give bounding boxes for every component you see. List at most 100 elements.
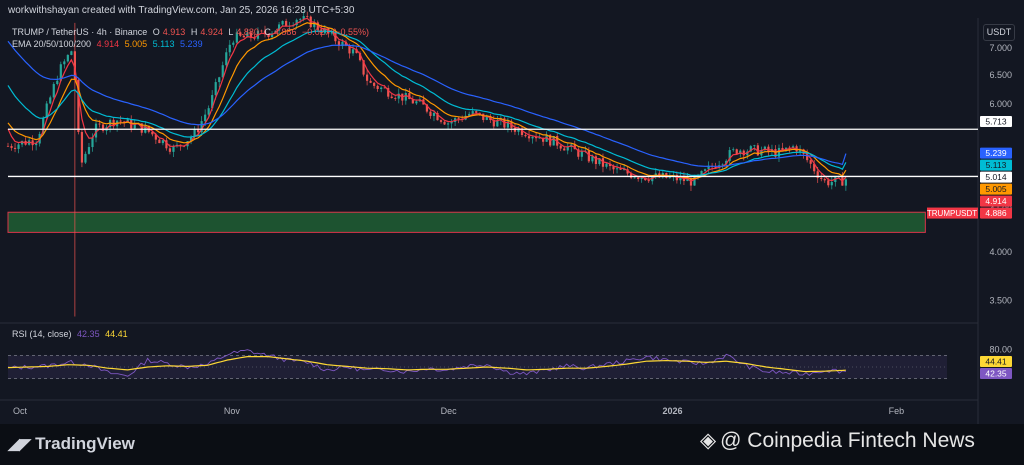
rsi-value: 42.35	[77, 329, 100, 339]
candle-body	[154, 134, 157, 140]
ema-legend: EMA 20/50/100/200 4.914 5.005 5.113 5.23…	[12, 39, 206, 49]
rsi-label-bg	[980, 356, 1012, 367]
candle-body	[112, 119, 115, 127]
candle-body	[77, 79, 80, 133]
candle-body	[781, 147, 784, 151]
candle-body	[42, 117, 45, 134]
symbol-legend: TRUMP / TetherUS · 4h · Binance O 4.913 H…	[12, 27, 372, 37]
candle-body	[411, 99, 414, 104]
candle-body	[640, 177, 643, 180]
candle-body	[351, 49, 355, 54]
candle-body	[844, 179, 847, 186]
candle-body	[362, 60, 365, 75]
candle-body	[633, 177, 636, 179]
candle-body	[228, 44, 231, 53]
candle-body	[637, 177, 640, 180]
price-label: 5.014	[985, 172, 1007, 182]
candle-body	[87, 147, 91, 154]
price-label: 4.914	[985, 196, 1007, 206]
candle-body	[542, 137, 545, 142]
candle-body	[524, 135, 527, 137]
candle-body	[207, 108, 210, 115]
symbol-tag-bg	[927, 207, 978, 219]
candle-body	[119, 120, 122, 122]
ema-legend-label[interactable]: EMA 20/50/100/200	[12, 39, 92, 49]
chart-canvas[interactable]: 3.5004.0004.5006.0006.5007.000OctNovDec2…	[0, 0, 1024, 424]
candle-body	[394, 98, 397, 99]
candle-body	[277, 24, 281, 31]
candle-body	[365, 74, 369, 81]
candle-body	[566, 146, 569, 151]
candle-body	[552, 135, 555, 146]
y-tick-label: 6.000	[989, 99, 1012, 109]
candle-body	[263, 30, 267, 35]
price-label: 5.239	[985, 148, 1007, 158]
price-label-bg	[980, 183, 1012, 195]
price-label: 5.005	[985, 184, 1007, 194]
candle-body	[330, 31, 333, 34]
candle-body	[608, 163, 612, 167]
candle-body	[700, 170, 703, 176]
candle-body	[98, 123, 101, 125]
candle-body	[313, 22, 316, 28]
candle-body	[615, 168, 619, 170]
candles-group	[6, 10, 847, 317]
candle-body	[429, 111, 432, 116]
rsi-ma-line	[7, 356, 846, 373]
candle-body	[246, 32, 249, 38]
ohlc-high: 4.924	[200, 27, 223, 37]
price-label-bg	[980, 195, 1012, 207]
ohlc-open-key: O	[152, 27, 160, 37]
candle-body	[619, 168, 622, 170]
candle-body	[380, 87, 383, 89]
candle-body	[496, 120, 499, 127]
candle-body	[703, 169, 707, 171]
ohlc-low-key: L	[228, 27, 234, 37]
candle-body	[408, 93, 411, 100]
x-tick-label: 2026	[663, 406, 683, 416]
candle-body	[580, 151, 583, 157]
tradingview-logo[interactable]: ◢◤ TradingView	[8, 434, 135, 454]
candle-body	[341, 41, 344, 47]
candle-body	[767, 146, 770, 152]
candle-body	[714, 166, 717, 169]
rsi-line	[7, 349, 846, 377]
candle-body	[605, 163, 608, 167]
candle-body	[415, 101, 418, 104]
rsi-y-tick: 80.00	[989, 345, 1012, 355]
candle-body	[830, 182, 833, 186]
candle-body	[383, 87, 386, 89]
rsi-last-label: 44.41	[985, 357, 1007, 367]
ema20-value: 4.914	[96, 39, 120, 49]
rsi-legend-label[interactable]: RSI (14, close)	[12, 329, 72, 339]
candle-body	[425, 104, 429, 112]
candle-body	[820, 177, 823, 179]
candle-body	[577, 149, 580, 157]
candle-body	[140, 123, 143, 133]
candle-body	[302, 16, 305, 20]
candle-body	[693, 176, 696, 186]
x-tick-label: Feb	[889, 406, 905, 416]
candle-body	[799, 149, 802, 152]
support-zone	[7, 211, 926, 233]
candle-body	[439, 120, 443, 122]
price-label: 5.713	[985, 117, 1007, 127]
candle-body	[344, 41, 348, 46]
candle-body	[506, 121, 510, 128]
symbol-title[interactable]: TRUMP / TetherUS · 4h · Binance	[12, 27, 148, 37]
ohlc-low: 4.880	[236, 27, 259, 37]
candle-body	[274, 30, 277, 34]
candle-body	[457, 118, 460, 119]
candle-body	[531, 136, 534, 139]
currency-button[interactable]: USDT	[983, 24, 1015, 41]
candle-body	[270, 33, 274, 37]
candle-body	[806, 153, 809, 161]
candle-body	[355, 49, 358, 54]
candle-body	[49, 97, 52, 104]
candle-body	[239, 32, 242, 36]
ema-line-20	[7, 17, 847, 183]
y-tick-label: 7.000	[989, 43, 1012, 53]
price-label-bg	[980, 116, 1012, 128]
candle-body	[52, 84, 55, 98]
candle-body	[295, 19, 298, 26]
